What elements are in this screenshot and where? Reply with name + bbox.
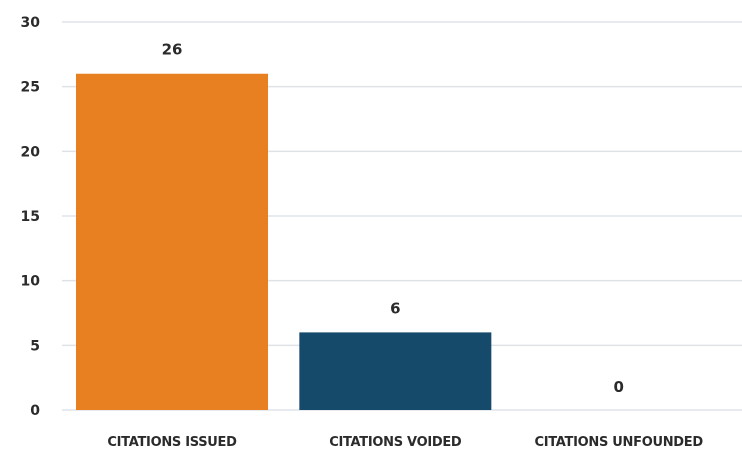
- data-label-citations-voided: 6: [390, 299, 400, 317]
- y-tick-label-15: 15: [21, 209, 40, 225]
- y-tick-label-0: 0: [30, 403, 40, 419]
- bar-citations-issued: [76, 73, 268, 410]
- y-tick-label-30: 30: [21, 15, 41, 31]
- category-label-citations-unfounded: CITATIONS UNFOUNDED: [534, 435, 703, 450]
- data-label-citations-unfounded: 0: [613, 378, 623, 396]
- y-tick-label-25: 25: [21, 80, 40, 96]
- x-axis-categories: CITATIONS ISSUED CITATIONS VOIDED CITATION…: [107, 435, 703, 450]
- y-tick-label-10: 10: [21, 274, 41, 290]
- category-label-citations-issued: CITATIONS ISSUED: [107, 435, 237, 450]
- y-tick-label-20: 20: [21, 144, 41, 160]
- bar-citations-voided: [299, 332, 492, 410]
- data-labels: 26 6 0: [162, 41, 624, 396]
- bars: [76, 73, 492, 410]
- y-tick-label-5: 5: [30, 338, 40, 354]
- category-label-citations-voided: CITATIONS VOIDED: [329, 435, 462, 450]
- data-label-citations-issued: 26: [162, 41, 183, 59]
- y-axis-ticks: 0 5 10 15 20 25 30: [21, 15, 41, 419]
